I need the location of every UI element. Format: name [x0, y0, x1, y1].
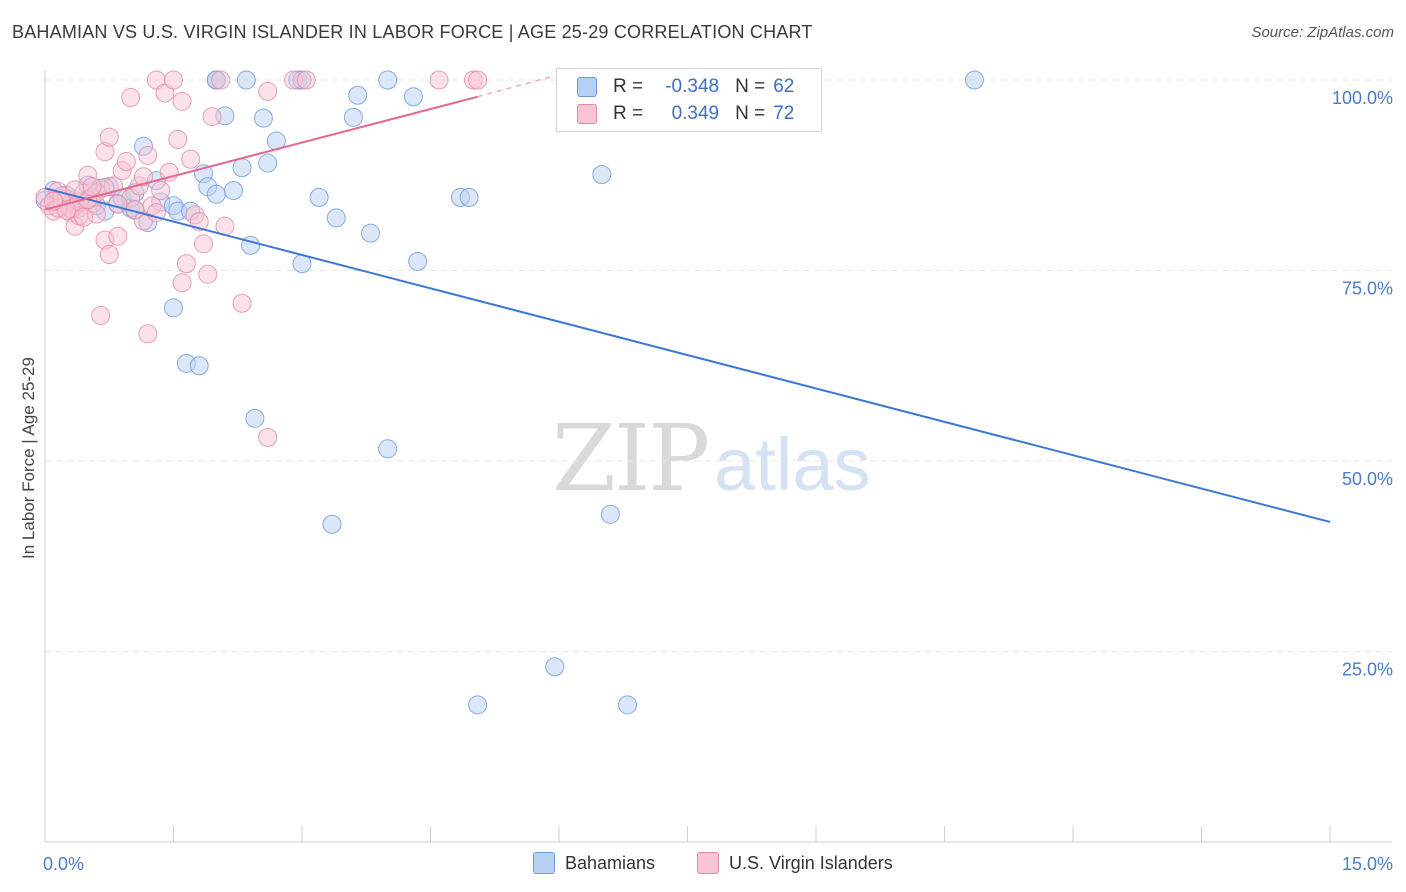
- virgin-islanders-point: [181, 149, 201, 169]
- virgin-islanders-point: [198, 264, 218, 284]
- virgin-islanders-point: [74, 207, 94, 227]
- bahamians-point: [545, 657, 565, 677]
- virgin-islanders-point: [99, 244, 119, 264]
- bahamians-point: [343, 107, 363, 127]
- bahamians-point: [348, 85, 368, 105]
- y-tick-label-25: 25.0%: [1342, 660, 1393, 680]
- legend-r-value: -0.348: [665, 76, 720, 97]
- y-tick-label-50: 50.0%: [1342, 469, 1393, 489]
- bahamians-point: [600, 504, 620, 524]
- virgin-islanders-trend-extension: [477, 76, 551, 98]
- bahamians-point: [403, 87, 423, 107]
- bottom-legend-swatch-blue: [533, 852, 555, 874]
- bottom-legend-bahamians: Bahamians: [533, 852, 655, 874]
- bahamians-point: [253, 108, 273, 128]
- virgin-islanders-point: [108, 226, 128, 246]
- virgin-islanders-point: [176, 254, 196, 274]
- source-label: Source: ZipAtlas.com: [1251, 24, 1394, 41]
- bahamians-point: [378, 70, 398, 90]
- y-tick-label-75: 75.0%: [1342, 279, 1393, 299]
- axes: [44, 70, 1392, 843]
- virgin-islanders-point: [296, 70, 316, 90]
- legend-r-value: 0.349: [671, 103, 720, 124]
- virgin-islanders-point: [138, 145, 158, 165]
- correlation-legend: R = -0.348 N = 62 R = 0.349 N = 72: [556, 68, 822, 132]
- virgin-islanders-points: [35, 70, 488, 447]
- virgin-islanders-point: [151, 180, 171, 200]
- legend-n-label: N =: [735, 103, 766, 124]
- virgin-islanders-point: [138, 324, 158, 344]
- virgin-islanders-point: [91, 305, 111, 325]
- virgin-islanders-point: [258, 427, 278, 447]
- bottom-legend-label: U.S. Virgin Islanders: [729, 852, 893, 873]
- bahamians-point: [468, 695, 488, 715]
- bahamians-point: [236, 70, 256, 90]
- bahamians-point: [618, 695, 638, 715]
- virgin-islanders-point: [211, 70, 231, 90]
- legend-n-label: N =: [735, 76, 766, 97]
- bahamians-point: [408, 251, 428, 271]
- legend-r-label: R =: [613, 76, 644, 97]
- virgin-islanders-point: [232, 293, 252, 313]
- x-tick-label-max: 15.0%: [1342, 854, 1393, 874]
- virgin-islanders-point: [468, 70, 488, 90]
- bottom-legend-label: Bahamians: [565, 852, 656, 873]
- virgin-islanders-point: [146, 203, 166, 223]
- chart-title: BAHAMIAN VS U.S. VIRGIN ISLANDER IN LABO…: [12, 22, 813, 42]
- legend-n-value: 62: [773, 76, 795, 97]
- virgin-islanders-point: [116, 152, 136, 172]
- bahamians-point: [232, 158, 252, 178]
- bahamians-point: [361, 223, 381, 243]
- virgin-islanders-trend-line: [44, 95, 478, 211]
- virgin-islanders-point: [429, 70, 449, 90]
- legend-swatch-blue: [577, 77, 597, 97]
- virgin-islanders-point: [258, 81, 278, 101]
- virgin-islanders-point: [134, 167, 154, 187]
- bahamians-point: [326, 208, 346, 228]
- virgin-islanders-point: [172, 273, 192, 293]
- trend-lines: [44, 76, 1331, 523]
- bahamians-point: [964, 70, 984, 90]
- virgin-islanders-point: [99, 127, 119, 147]
- virgin-islanders-point: [172, 91, 192, 111]
- virgin-islanders-point: [121, 88, 141, 108]
- bahamians-point: [164, 298, 183, 318]
- bahamians-point: [459, 187, 479, 207]
- legend-row-bahamians: R = -0.348 N = 62: [577, 75, 794, 99]
- bahamians-point: [378, 439, 398, 459]
- bahamians-points: [35, 70, 984, 715]
- tick-labels: 100.0% 75.0% 50.0% 25.0% 0.0% 15.0%: [43, 88, 1393, 874]
- bahamians-point: [189, 356, 209, 376]
- bahamians-point: [245, 408, 265, 428]
- legend-n-value: 72: [773, 103, 795, 124]
- bahamians-point: [258, 153, 278, 173]
- virgin-islanders-point: [193, 234, 213, 254]
- legend-row-virgin-islanders: R = 0.349 N = 72: [577, 102, 794, 126]
- bahamians-point: [309, 187, 329, 207]
- bahamians-point: [592, 164, 612, 184]
- bahamians-point: [322, 514, 342, 534]
- bahamians-trend-line: [44, 187, 1331, 523]
- y-tick-label-100: 100.0%: [1332, 88, 1393, 108]
- virgin-islanders-point: [108, 194, 128, 214]
- virgin-islanders-point: [164, 70, 183, 90]
- virgin-islanders-point: [82, 177, 102, 197]
- bahamians-point: [206, 184, 226, 204]
- virgin-islanders-point: [202, 107, 222, 127]
- x-tick-label-min: 0.0%: [43, 854, 84, 874]
- bahamians-point: [223, 180, 243, 200]
- legend-swatch-pink: [577, 104, 597, 124]
- legend-r-label: R =: [613, 103, 644, 124]
- virgin-islanders-point: [168, 129, 188, 149]
- bottom-legend-virgin-islanders: U.S. Virgin Islanders: [697, 852, 893, 874]
- bottom-legend-swatch-pink: [697, 852, 719, 874]
